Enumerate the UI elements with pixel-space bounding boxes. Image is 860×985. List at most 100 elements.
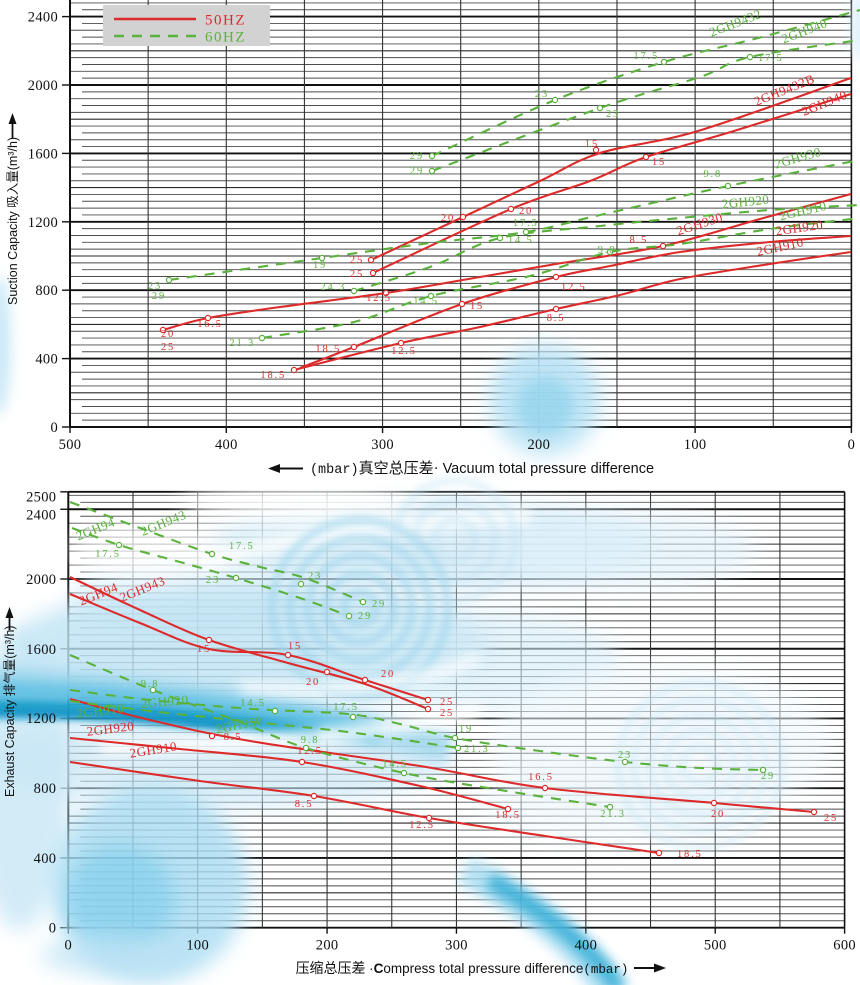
svg-text:17.5: 17.5 [513, 218, 539, 229]
svg-text:16.5: 16.5 [528, 772, 554, 783]
svg-text:20: 20 [441, 213, 455, 224]
svg-text:9.8: 9.8 [703, 169, 722, 180]
svg-text:21.3: 21.3 [600, 809, 626, 820]
svg-text:25: 25 [161, 342, 175, 353]
svg-text:23: 23 [535, 89, 549, 100]
svg-text:400: 400 [215, 437, 238, 453]
svg-text:100: 100 [186, 938, 209, 954]
svg-text:Exhaust Capacity 排气量(m³/h): Exhaust Capacity 排气量(m³/h) [2, 625, 17, 797]
svg-text:12.5: 12.5 [297, 746, 323, 757]
svg-text:500: 500 [704, 938, 727, 954]
svg-text:29: 29 [372, 599, 386, 610]
svg-text:1200: 1200 [26, 711, 56, 727]
svg-text:23: 23 [618, 750, 632, 761]
svg-text:200: 200 [316, 938, 339, 954]
svg-text:17.5: 17.5 [633, 51, 659, 62]
svg-text:1600: 1600 [26, 642, 56, 658]
svg-text:23: 23 [148, 281, 162, 292]
svg-text:18.5: 18.5 [495, 810, 521, 821]
svg-text:19: 19 [313, 260, 327, 271]
svg-text:800: 800 [34, 781, 57, 797]
svg-text:50HZ: 50HZ [205, 13, 246, 29]
svg-text:2000: 2000 [28, 78, 58, 94]
svg-text:8.5: 8.5 [547, 313, 566, 324]
svg-text:18.5: 18.5 [677, 849, 703, 860]
svg-text:400: 400 [34, 851, 57, 867]
svg-text:29: 29 [410, 151, 424, 162]
svg-text:20: 20 [519, 206, 533, 217]
svg-text:9.8: 9.8 [141, 679, 160, 690]
svg-text:18.5: 18.5 [260, 370, 286, 381]
svg-text:17.5: 17.5 [229, 541, 255, 552]
svg-text:12.5: 12.5 [409, 820, 435, 831]
svg-text:20: 20 [711, 809, 725, 820]
svg-text:300: 300 [445, 938, 468, 954]
svg-text:Suction Capacity 吸入量(m³/h): Suction Capacity 吸入量(m³/h) [6, 137, 20, 305]
svg-text:0: 0 [848, 437, 856, 453]
svg-text:8.5: 8.5 [629, 235, 648, 246]
svg-text:100: 100 [684, 437, 707, 453]
svg-text:15: 15 [470, 301, 484, 312]
svg-text:21.3: 21.3 [464, 744, 490, 755]
svg-text:2000: 2000 [26, 572, 56, 588]
svg-text:0: 0 [50, 420, 58, 436]
svg-text:600: 600 [833, 938, 856, 954]
svg-text:1200: 1200 [28, 215, 58, 231]
svg-text:9.8: 9.8 [301, 735, 320, 746]
svg-text:8.5: 8.5 [224, 732, 243, 743]
svg-text:29: 29 [152, 291, 166, 302]
svg-text:15: 15 [197, 644, 211, 655]
svg-text:500: 500 [59, 437, 82, 453]
svg-text:29: 29 [358, 611, 372, 622]
svg-text:400: 400 [35, 352, 58, 368]
svg-text:25: 25 [350, 255, 364, 266]
svg-text:15: 15 [288, 641, 302, 652]
svg-text:9.8: 9.8 [598, 245, 617, 256]
svg-text:300: 300 [371, 437, 394, 453]
svg-text:25: 25 [350, 269, 364, 280]
svg-text:8.5: 8.5 [295, 799, 314, 810]
svg-text:20: 20 [306, 677, 320, 688]
svg-text:14.5: 14.5 [382, 759, 408, 770]
svg-text:12.5: 12.5 [391, 346, 417, 357]
svg-text:15: 15 [585, 139, 599, 150]
svg-text:2GH920: 2GH920 [721, 192, 770, 212]
svg-text:800: 800 [35, 283, 58, 299]
svg-text:20: 20 [381, 669, 395, 680]
svg-text:2GH920: 2GH920 [775, 217, 824, 239]
svg-text:(mbar)真空总压差· Vacuum total pres: (mbar)真空总压差· Vacuum total pressure diffe… [310, 459, 654, 478]
svg-text:12.5: 12.5 [561, 282, 587, 293]
svg-text:2400: 2400 [28, 10, 58, 26]
svg-text:20: 20 [161, 329, 175, 340]
svg-text:18.5: 18.5 [315, 344, 341, 355]
svg-text:29: 29 [761, 771, 775, 782]
svg-text:400: 400 [574, 938, 597, 954]
svg-text:200: 200 [527, 437, 550, 453]
svg-text:2GH910: 2GH910 [76, 700, 125, 721]
svg-text:60HZ: 60HZ [205, 30, 246, 46]
svg-text:0: 0 [65, 938, 73, 954]
svg-text:23: 23 [606, 109, 620, 120]
svg-text:21.3: 21.3 [229, 338, 255, 349]
svg-text:14.5: 14.5 [240, 698, 266, 709]
svg-text:16.5: 16.5 [197, 319, 223, 330]
svg-text:23: 23 [308, 571, 322, 582]
svg-text:2500: 2500 [26, 490, 56, 506]
svg-text:25: 25 [440, 708, 454, 719]
svg-text:25: 25 [440, 697, 454, 708]
svg-text:12.5: 12.5 [366, 293, 392, 304]
svg-text:1600: 1600 [28, 146, 58, 162]
svg-text:24.3: 24.3 [320, 282, 346, 293]
svg-text:0: 0 [49, 921, 57, 937]
svg-text:14.5: 14.5 [413, 296, 439, 307]
svg-text:17.5: 17.5 [758, 53, 784, 64]
svg-text:压缩总压差 ·Compress total pressure: 压缩总压差 ·Compress total pressure differenc… [296, 961, 629, 977]
svg-text:2GH920: 2GH920 [86, 718, 135, 739]
svg-text:17.5: 17.5 [333, 702, 359, 713]
svg-text:14.5: 14.5 [508, 235, 534, 246]
svg-text:19: 19 [459, 724, 473, 735]
svg-text:15: 15 [652, 157, 666, 168]
svg-text:2400: 2400 [26, 508, 56, 524]
svg-text:2GH910: 2GH910 [129, 738, 179, 760]
svg-text:25: 25 [824, 813, 838, 824]
